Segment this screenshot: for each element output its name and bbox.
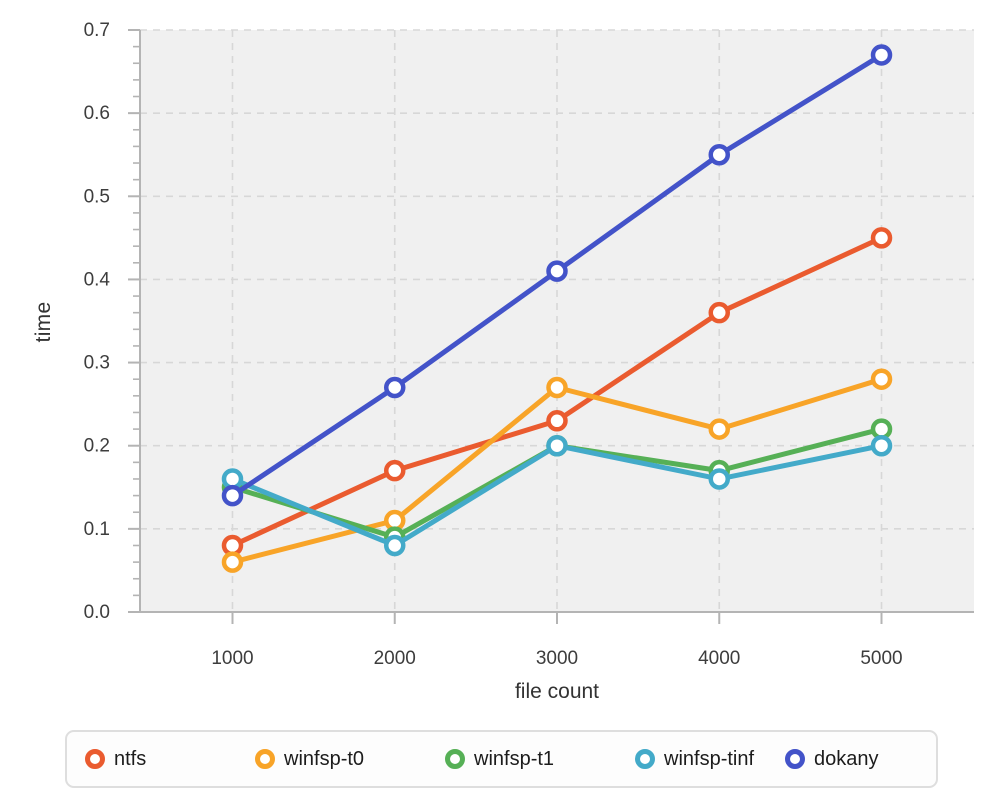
- legend-label: winfsp-tinf: [664, 747, 755, 770]
- ntfs-marker: [383, 459, 406, 482]
- winfsp-tinf-marker: [870, 434, 893, 457]
- plot-canvas: 0.0 0.1 0.2 0.3 0.4 0.5 0.6 0.7 1000 2000 3000 4000…: [84, 20, 974, 669]
- y-tick-label: 0.2: [84, 436, 110, 457]
- legend: ntfs winfsp-t0 winfsp-t1 winfsp-tinf dokany: [65, 730, 938, 788]
- ntfs-marker: [708, 301, 731, 324]
- series-dokany: [221, 44, 893, 507]
- legend-item-winfsp-t1: winfsp-t1: [445, 748, 635, 771]
- y-tick-label: 0.0: [84, 602, 110, 623]
- x-tick-label: 4000: [698, 648, 740, 669]
- ntfs-legend-marker-icon: [85, 749, 105, 769]
- tick-labels: 0.0 0.1 0.2 0.3 0.4 0.5 0.6 0.7 1000 2000 3000 4000…: [84, 20, 903, 669]
- legend-label: winfsp-t0: [284, 747, 365, 770]
- legend-item-dokany: dokany: [785, 748, 879, 771]
- axis-ticks: [128, 29, 883, 624]
- legend-item-ntfs: ntfs: [85, 748, 255, 771]
- y-tick-label: 0.5: [84, 186, 110, 207]
- legend-item-winfsp-t0: winfsp-t0: [255, 748, 445, 771]
- winfsp-t0-marker: [221, 551, 244, 573]
- y-tick-label: 0.7: [84, 20, 110, 41]
- ntfs-marker: [546, 410, 568, 432]
- winfsp-t0-marker: [546, 376, 568, 399]
- dokany-marker: [708, 143, 731, 166]
- x-tick-label: 5000: [860, 648, 902, 669]
- dokany-marker: [870, 44, 893, 66]
- series-ntfs: [221, 227, 893, 557]
- winfsp-tinf-marker: [708, 468, 731, 490]
- winfsp-tinf-marker: [546, 434, 568, 457]
- dokany-legend-marker-icon: [785, 749, 805, 769]
- ntfs-marker: [870, 227, 893, 249]
- winfsp-t1-legend-marker-icon: [445, 749, 465, 769]
- x-tick-label: 1000: [211, 648, 253, 669]
- y-tick-label: 0.6: [84, 103, 110, 124]
- y-tick-label: 0.4: [84, 269, 111, 290]
- legend-item-winfsp-tinf: winfsp-tinf: [635, 748, 785, 771]
- legend-label: dokany: [814, 747, 879, 770]
- winfsp-tinf-marker: [383, 534, 406, 557]
- dokany-marker: [383, 376, 406, 399]
- x-axis-title: file count: [514, 680, 600, 703]
- winfsp-tinf-legend-marker-icon: [635, 749, 655, 769]
- series-winfsp-t0: [221, 368, 893, 573]
- y-axis-title: time: [32, 301, 55, 343]
- dokany-marker: [546, 260, 568, 282]
- dokany-marker: [221, 484, 244, 507]
- legend-label: winfsp-t1: [474, 747, 555, 770]
- winfsp-t0-legend-marker-icon: [255, 749, 275, 769]
- winfsp-t0-marker: [870, 368, 893, 390]
- x-tick-label: 2000: [374, 648, 416, 669]
- x-tick-label: 3000: [536, 648, 578, 669]
- y-tick-label: 0.3: [84, 353, 110, 374]
- legend-label: ntfs: [114, 747, 147, 770]
- y-tick-label: 0.1: [84, 519, 110, 540]
- winfsp-t0-marker: [708, 418, 731, 440]
